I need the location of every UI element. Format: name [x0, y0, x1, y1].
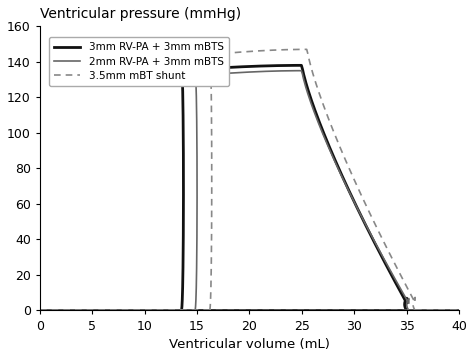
2mm RV-PA + 3mm mBTS — [192, 308, 198, 313]
2mm RV-PA + 3mm mBTS — [373, 241, 378, 245]
2mm RV-PA + 3mm mBTS — [343, 308, 349, 313]
Text: Ventricular pressure (mmHg): Ventricular pressure (mmHg) — [40, 7, 241, 21]
Line: 2mm RV-PA + 3mm mBTS: 2mm RV-PA + 3mm mBTS — [195, 71, 409, 310]
3.5mm mBT shunt — [283, 48, 289, 52]
3mm RV-PA + 3mm mBTS — [349, 308, 355, 313]
3.5mm mBT shunt — [380, 238, 386, 243]
Line: 3.5mm mBT shunt: 3.5mm mBT shunt — [210, 49, 415, 310]
2mm RV-PA + 3mm mBTS — [193, 300, 199, 304]
Line: 3mm RV-PA + 3mm mBTS: 3mm RV-PA + 3mm mBTS — [182, 66, 407, 310]
3mm RV-PA + 3mm mBTS — [376, 308, 382, 313]
3.5mm mBT shunt — [363, 308, 368, 313]
3.5mm mBT shunt — [207, 308, 212, 313]
3.5mm mBT shunt — [207, 47, 212, 52]
3.5mm mBT shunt — [387, 308, 393, 313]
3mm RV-PA + 3mm mBTS — [262, 64, 268, 68]
2mm RV-PA + 3mm mBTS — [380, 308, 386, 313]
2mm RV-PA + 3mm mBTS — [354, 308, 360, 313]
3mm RV-PA + 3mm mBTS — [369, 235, 374, 239]
3mm RV-PA + 3mm mBTS — [179, 63, 184, 68]
3mm RV-PA + 3mm mBTS — [179, 300, 185, 304]
2mm RV-PA + 3mm mBTS — [192, 308, 198, 313]
3mm RV-PA + 3mm mBTS — [179, 308, 184, 313]
3.5mm mBT shunt — [352, 308, 358, 313]
3mm RV-PA + 3mm mBTS — [179, 308, 184, 313]
2mm RV-PA + 3mm mBTS — [272, 69, 277, 73]
3.5mm mBT shunt — [208, 299, 213, 303]
3mm RV-PA + 3mm mBTS — [338, 308, 344, 313]
Legend: 3mm RV-PA + 3mm mBTS, 2mm RV-PA + 3mm mBTS, 3.5mm mBT shunt: 3mm RV-PA + 3mm mBTS, 2mm RV-PA + 3mm mB… — [49, 37, 229, 86]
3.5mm mBT shunt — [207, 308, 212, 313]
2mm RV-PA + 3mm mBTS — [192, 68, 198, 73]
X-axis label: Ventricular volume (mL): Ventricular volume (mL) — [169, 338, 330, 351]
